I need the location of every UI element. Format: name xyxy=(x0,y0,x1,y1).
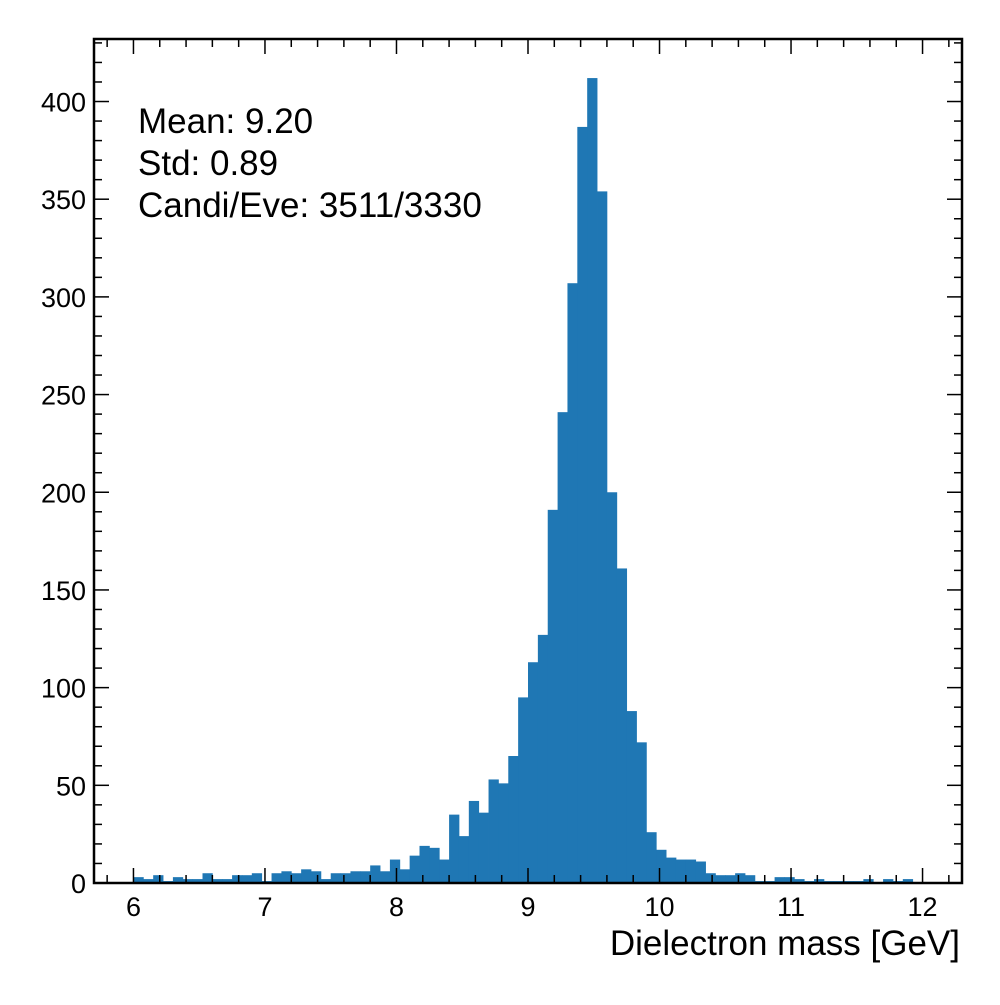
histogram-bar xyxy=(863,879,874,883)
y-tick-label: 250 xyxy=(41,381,86,411)
histogram-bar xyxy=(537,634,549,883)
histogram-bar xyxy=(606,492,618,883)
ticks-layer: 6 7 8 9 10 11 12 0 50 100 150 200 250 300 350 400 xyxy=(41,39,962,922)
histogram-bar xyxy=(439,859,450,883)
histogram-bar xyxy=(419,845,430,883)
histogram-bar xyxy=(350,871,361,883)
histogram-bar xyxy=(774,877,785,883)
histogram-bar xyxy=(508,756,519,883)
y-tick-label: 150 xyxy=(41,576,86,606)
x-tick-label: 7 xyxy=(257,892,272,922)
histogram-bar xyxy=(636,742,647,883)
histogram-bar xyxy=(488,779,499,883)
histogram-bar xyxy=(360,871,371,883)
histogram-bar xyxy=(685,859,697,883)
histogram-bar xyxy=(389,859,401,883)
histogram-bar xyxy=(301,869,312,883)
histogram-bar xyxy=(478,812,489,883)
histogram-bar xyxy=(212,879,223,883)
histogram-bar xyxy=(794,879,805,883)
histogram-bar xyxy=(557,412,568,883)
histogram-bar xyxy=(133,877,144,883)
y-tick-label: 50 xyxy=(56,771,86,801)
y-tick-label: 400 xyxy=(41,88,86,118)
histogram-bar xyxy=(340,873,351,883)
histogram-bar xyxy=(567,283,578,883)
histogram-bar xyxy=(429,847,440,883)
y-tick-label: 200 xyxy=(41,478,86,508)
histogram-bar xyxy=(715,875,726,883)
histogram-bar xyxy=(547,509,558,883)
histogram-bar xyxy=(814,879,825,883)
histogram-bar xyxy=(616,568,628,883)
x-tick-label: 12 xyxy=(908,892,938,922)
x-axis-title: Dielectron mass [GeV] xyxy=(610,924,960,963)
histogram-bar xyxy=(646,832,657,883)
y-tick-label: 350 xyxy=(41,185,86,215)
histogram-bar xyxy=(745,875,756,883)
x-tick-label: 9 xyxy=(520,892,535,922)
histogram-bar xyxy=(291,873,302,883)
histogram-bar xyxy=(251,873,263,883)
histogram-bar xyxy=(182,879,194,883)
histogram-bar xyxy=(192,879,203,883)
histogram-bar xyxy=(675,859,687,883)
y-tick-label: 300 xyxy=(41,283,86,313)
histogram-bar xyxy=(241,875,253,883)
histogram-bar xyxy=(666,857,677,883)
stat-mean: Mean: 9.20 xyxy=(138,102,313,141)
histogram-bar xyxy=(370,865,381,883)
histogram-bar xyxy=(153,875,164,883)
histogram-bar xyxy=(498,783,509,883)
stat-std: Std: 0.89 xyxy=(138,144,278,183)
histogram-bar xyxy=(409,855,420,883)
histogram-bar xyxy=(449,814,460,883)
histogram-bar xyxy=(626,711,637,883)
histogram-bar xyxy=(281,871,292,883)
histogram-bar xyxy=(458,836,470,883)
histogram-bar xyxy=(735,873,746,883)
y-tick-label: 0 xyxy=(71,869,86,899)
x-tick-label: 6 xyxy=(126,892,141,922)
histogram-bar xyxy=(399,869,411,883)
histogram-bar xyxy=(528,662,539,883)
plot-frame xyxy=(92,37,964,885)
histogram-bar xyxy=(172,877,184,883)
histogram-bar xyxy=(587,78,598,883)
histogram-bar xyxy=(311,871,322,883)
x-tick-label: 11 xyxy=(777,892,805,922)
histogram-bar xyxy=(784,877,795,883)
histogram-bar xyxy=(232,875,243,883)
histogram-bar xyxy=(143,879,154,883)
histogram-bar xyxy=(597,191,608,883)
histogram-bar xyxy=(271,873,282,883)
histogram-bar xyxy=(577,126,588,883)
histogram-bar xyxy=(705,873,716,883)
histogram-bar xyxy=(883,879,894,883)
histogram-bar xyxy=(330,873,341,883)
x-tick-label: 8 xyxy=(389,892,404,922)
histogram-bar xyxy=(320,879,332,883)
stat-candidates-events: Candi/Eve: 3511/3330 xyxy=(138,186,482,225)
histogram-bar xyxy=(222,879,233,883)
histogram-bar xyxy=(202,873,213,883)
histogram-bar xyxy=(725,875,736,883)
histogram-bar xyxy=(656,849,667,883)
x-tick-label: 10 xyxy=(644,892,674,922)
histogram-bar xyxy=(902,879,914,883)
histogram-bar xyxy=(695,861,706,883)
histogram-bar xyxy=(380,871,391,883)
y-tick-label: 100 xyxy=(41,674,86,704)
bars-layer xyxy=(133,78,914,883)
histogram-bar xyxy=(518,697,529,883)
histogram-bar xyxy=(468,800,480,883)
